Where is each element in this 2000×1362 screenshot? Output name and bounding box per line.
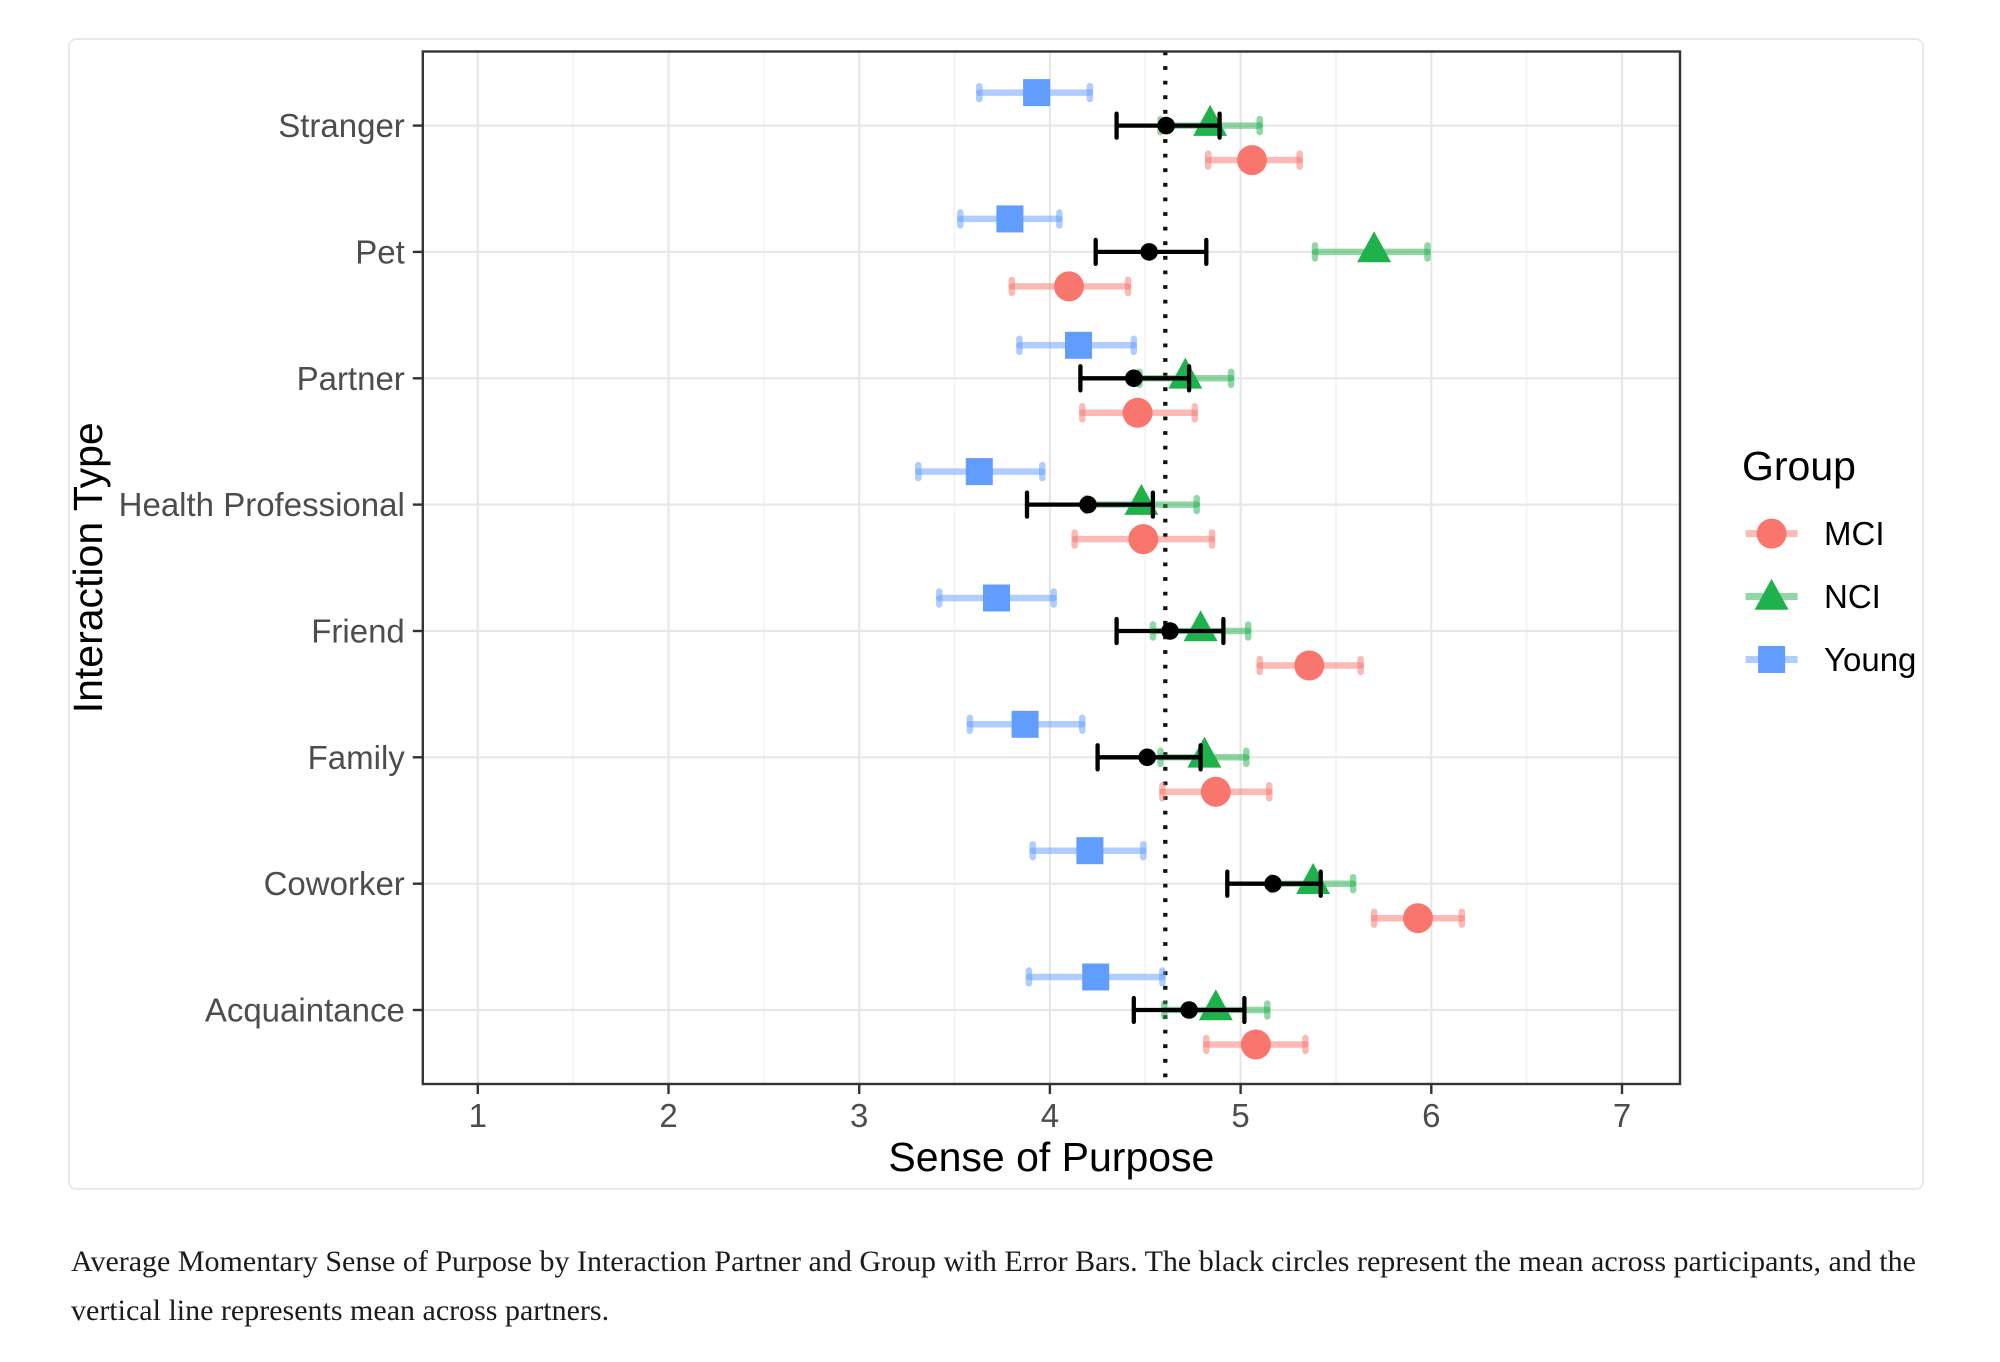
svg-text:1: 1 [469, 1097, 487, 1134]
svg-text:Health Professional: Health Professional [119, 486, 405, 523]
svg-text:6: 6 [1422, 1097, 1440, 1134]
svg-text:3: 3 [850, 1097, 868, 1134]
svg-text:2: 2 [659, 1097, 677, 1134]
svg-text:7: 7 [1613, 1097, 1631, 1134]
svg-text:Young: Young [1824, 641, 1916, 678]
svg-text:Coworker: Coworker [264, 865, 405, 902]
svg-text:Interaction Type: Interaction Type [65, 422, 111, 713]
svg-text:Friend: Friend [311, 613, 405, 650]
svg-text:NCI: NCI [1824, 578, 1881, 615]
svg-text:MCI: MCI [1824, 515, 1885, 552]
svg-text:Group: Group [1742, 443, 1856, 489]
svg-text:5: 5 [1231, 1097, 1249, 1134]
svg-text:Partner: Partner [297, 360, 405, 397]
svg-text:Family: Family [308, 739, 406, 776]
svg-text:Sense of Purpose: Sense of Purpose [888, 1134, 1214, 1180]
svg-text:Acquaintance: Acquaintance [205, 992, 405, 1029]
svg-text:Stranger: Stranger [278, 107, 405, 144]
svg-text:4: 4 [1041, 1097, 1059, 1134]
svg-text:Pet: Pet [355, 233, 405, 270]
